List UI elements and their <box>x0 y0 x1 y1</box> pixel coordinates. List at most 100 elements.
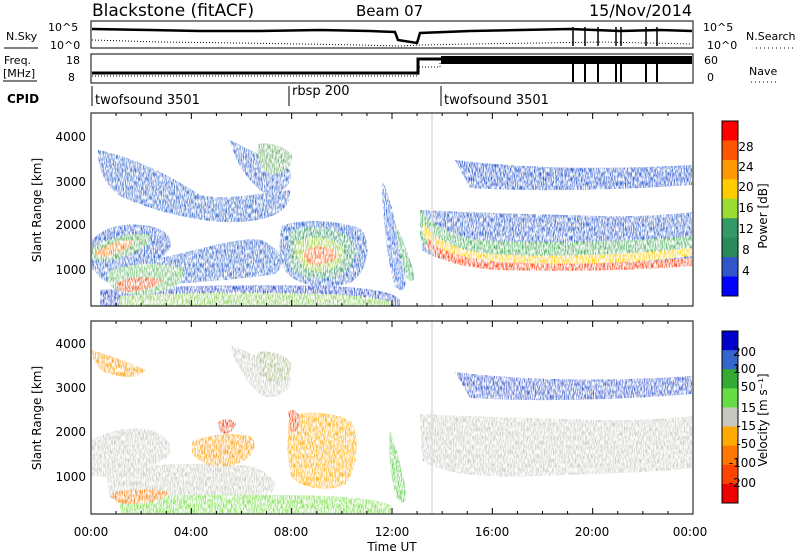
cpid-label: CPID <box>7 92 39 106</box>
xtick-4: 16:00 <box>475 525 510 539</box>
cpid-bar: CPID twofsound 3501 rbsp 200 twofsound 3… <box>7 84 549 108</box>
station-title: Blackstone (fitACF) <box>92 1 254 21</box>
vel-cbar-swatch-3 <box>722 388 738 408</box>
power-echo-near-green <box>120 292 392 306</box>
vel-cbar-tick-neg50: -50 <box>736 437 756 451</box>
power-cbar-swatch-1 <box>722 140 738 161</box>
nave-tick-top: 60 <box>704 54 718 67</box>
power-cbar-swatch-4 <box>722 198 738 219</box>
power-fringe-upper <box>98 150 291 223</box>
vel-cbar-tick-200: 200 <box>733 345 756 359</box>
power-echo-evening-mid <box>424 224 692 265</box>
nave-trace <box>92 61 692 77</box>
power-fringe-post-noon <box>382 180 406 291</box>
vel-orange-near <box>110 489 168 504</box>
cpid-segment-1: twofsound 3501 <box>95 93 200 108</box>
xtick-6: 00:00 <box>673 525 708 539</box>
vel-orange-afternoon <box>287 412 357 489</box>
velocity-panel: Slant Range [km] 4000 3000 2000 1000 Vel… <box>30 320 770 515</box>
vel-green-near <box>120 494 392 514</box>
power-echo-evening-core <box>428 238 692 271</box>
velocity-yticks: 4000 3000 2000 1000 <box>55 337 86 484</box>
freq-label-2: [MHz] <box>3 67 35 80</box>
vel-cbar-swatch-5 <box>722 426 738 447</box>
vel-grey-midnight <box>92 428 171 477</box>
vel-green-noon <box>389 430 407 503</box>
power-fringe-dawn <box>230 140 291 193</box>
power-scatter <box>92 113 692 306</box>
vel-cbar-swatch-2 <box>722 369 738 389</box>
power-fringe-far <box>455 160 692 191</box>
vel-red-afternoon <box>288 410 300 433</box>
power-ytick-4000: 4000 <box>55 130 86 144</box>
vel-ytick-4000: 4000 <box>55 337 86 351</box>
vel-orange-scatter <box>92 350 145 377</box>
freq-tick-top: 18 <box>66 54 80 67</box>
velocity-colorbar <box>721 330 739 504</box>
nsky-tick-bottom: 10^0 <box>50 39 80 52</box>
vel-blue-far <box>455 372 692 401</box>
xaxis-label: Time UT <box>366 540 417 554</box>
vel-mixed-cluster <box>257 351 292 383</box>
xtick-5: 20:00 <box>575 525 610 539</box>
cpid-segment-2: rbsp 200 <box>292 84 350 99</box>
nsearch-trace <box>91 39 693 47</box>
vel-cbar-swatch-4 <box>722 407 738 428</box>
xtick-3: 12:00 <box>375 525 410 539</box>
power-cbar-swatch-3 <box>722 179 738 200</box>
nsearch-tick-top: 10^5 <box>703 21 733 34</box>
vel-cbar-tick-neg200: -200 <box>729 476 756 490</box>
power-cbar-tick-24: 24 <box>738 160 753 174</box>
power-cbar-tick-12: 12 <box>738 222 753 236</box>
nave-dense-block <box>441 56 692 64</box>
cpid-segment-3: twofsound 3501 <box>444 93 549 108</box>
vel-cbar-tick-50: 50 <box>741 380 756 394</box>
power-cbar-tick-4: 4 <box>742 264 750 278</box>
vel-ytick-2000: 2000 <box>55 425 86 439</box>
power-echo-cluster <box>257 143 292 175</box>
xtick-0: 00:00 <box>74 525 109 539</box>
power-panel: Slant Range [km] 4000 3000 2000 1000 Pow… <box>30 112 770 307</box>
power-echo-cusp <box>396 226 415 281</box>
nsky-panel: N.Sky 10^5 10^0 N.Search 10^5 10^0 <box>4 20 796 52</box>
nave-label: Nave <box>749 65 777 78</box>
vel-ytick-1000: 1000 <box>55 470 86 484</box>
x-axis: 00:00 04:00 08:00 12:00 16:00 20:00 00:0… <box>74 525 708 554</box>
power-echo-near-core <box>117 277 162 292</box>
power-echo-morning-core <box>95 240 134 257</box>
power-cbar-tick-16: 16 <box>738 201 753 215</box>
power-ytick-3000: 3000 <box>55 175 86 189</box>
date-title: 15/Nov/2014 <box>589 1 692 20</box>
freq-panel: Freq. [MHz] 18 8 Nave 60 0 <box>3 53 777 84</box>
vel-red-morning <box>218 419 236 434</box>
vel-cbar-swatch-7 <box>722 464 738 485</box>
nsearch-label: N.Search <box>746 30 796 43</box>
vel-cbar-swatch-8 <box>722 483 738 504</box>
vel-orange-morning <box>192 434 255 467</box>
power-cbar-tick-8: 8 <box>742 243 750 257</box>
power-echo-evening <box>420 210 692 265</box>
vel-cbar-swatch-1 <box>722 350 738 370</box>
power-cbar-swatch-2 <box>722 159 738 180</box>
nsky-tick-top: 10^5 <box>48 21 78 34</box>
power-cbar-swatch-8 <box>722 276 738 297</box>
nsky-label: N.Sky <box>6 30 38 43</box>
vel-cbar-swatch-0 <box>722 331 738 351</box>
vel-cbar-tick-100: 100 <box>733 362 756 376</box>
beam-title: Beam 07 <box>356 2 423 20</box>
vel-grey-evening <box>420 414 692 477</box>
nsky-trace <box>91 27 693 45</box>
vel-cbar-swatch-6 <box>722 445 738 466</box>
power-cbar-swatch-5 <box>722 218 738 239</box>
vel-cbar-tick-15: 15 <box>741 401 756 415</box>
freq-spikes <box>572 60 658 82</box>
velocity-ylabel: Slant Range [km] <box>30 366 44 470</box>
power-cbar-swatch-6 <box>722 237 738 258</box>
power-echo-afternoon-core <box>303 246 338 265</box>
vel-ytick-3000: 3000 <box>55 381 86 395</box>
power-cbar-frame <box>721 120 739 297</box>
vel-cbar-frame <box>721 330 739 504</box>
xtick-2: 08:00 <box>274 525 309 539</box>
nsearch-tick-bottom: 10^0 <box>707 39 737 52</box>
power-cbar-tick-28: 28 <box>738 140 753 154</box>
